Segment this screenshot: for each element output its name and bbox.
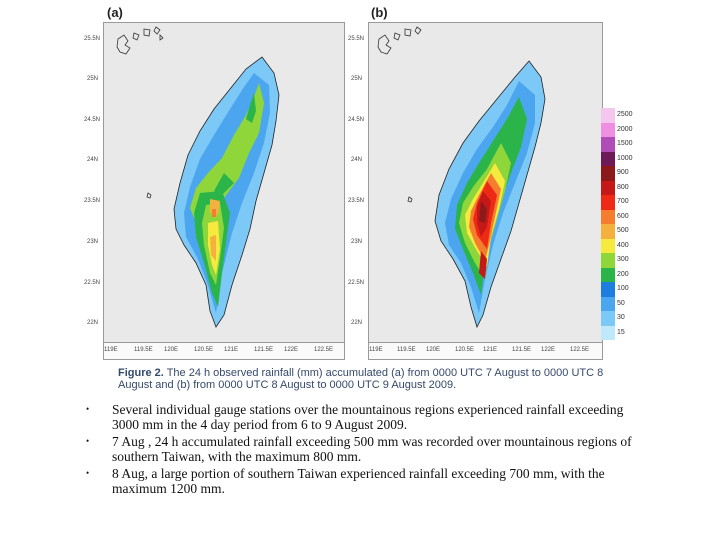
bullet-list: • Several individual gauge stations over …	[82, 402, 652, 498]
taiwan-layer-300	[190, 83, 264, 223]
panel-b-xtick: 121.5E	[512, 347, 532, 353]
taiwan-rainfall-map-a	[116, 26, 280, 328]
penghu-outline	[407, 196, 413, 203]
bullet-dot: •	[86, 436, 90, 446]
legend-label: 2000	[617, 125, 633, 133]
legend-swatch	[601, 166, 615, 181]
legend-swatch	[601, 209, 615, 224]
island-outline	[377, 26, 422, 55]
figure-caption-text: The 24 h observed rainfall (mm) accumula…	[118, 367, 604, 391]
taiwan-outline	[434, 60, 546, 329]
panel-a-label: (a)	[107, 5, 123, 20]
legend-label: 600	[617, 212, 629, 220]
legend-swatch	[601, 282, 615, 297]
legend-swatch	[601, 122, 615, 137]
panel-a-xtick: 120E	[164, 347, 179, 353]
legend-label: 500	[617, 227, 629, 234]
legend-label: 1500	[617, 140, 633, 147]
panel-b-xtick: 119E	[369, 347, 383, 353]
panel-b-xtick: 121E	[483, 347, 498, 353]
panel-a-ytick: 22N	[87, 320, 99, 326]
legend-label: 900	[617, 169, 629, 176]
legend-swatch	[601, 238, 615, 253]
panel-b-xtick: 122E	[541, 347, 556, 353]
panel-a-ytick: 23.5N	[84, 198, 101, 204]
legend-label: 50	[617, 299, 625, 307]
panel-a-xtick: 121.5E	[254, 347, 274, 353]
penghu-outline	[146, 192, 152, 199]
panel-b-xaxis: 119E 119.5E 120E 120.5E 121E 121.5E 122E…	[368, 342, 603, 360]
legend-swatch	[601, 296, 615, 311]
legend-swatch	[601, 137, 615, 152]
legend-label: 100	[617, 285, 629, 292]
panel-b-ytick: 24N	[351, 157, 363, 163]
bullet-dot: •	[86, 468, 90, 478]
list-item: • 8 Aug, a large portion of southern Taiw…	[82, 466, 652, 496]
legend-label: 15	[617, 328, 625, 336]
figure-caption: Figure 2. The 24 h observed rainfall (mm…	[118, 367, 618, 391]
panel-a-ytick: 24.5N	[84, 117, 101, 123]
legend-swatch	[601, 267, 615, 282]
rainfall-map-b	[368, 22, 603, 344]
taiwan-rainfall-map-b	[377, 26, 546, 329]
island-outline	[116, 26, 164, 55]
panel-b-ytick: 25N	[351, 76, 363, 82]
taiwan-layer-800-south	[479, 251, 487, 279]
legend-label: 800	[617, 183, 629, 191]
panel-a-xtick: 119.5E	[134, 347, 153, 353]
rainfall-map-a	[103, 22, 345, 344]
taiwan-layer-500	[210, 199, 220, 261]
bullet-text: 7 Aug , 24 h accumulated rainfall exceed…	[112, 434, 632, 464]
taiwan-layer-900	[479, 201, 487, 223]
legend-swatch	[601, 108, 615, 123]
panel-a-ytick: 22.5N	[84, 280, 101, 286]
panel-b-ytick: 23.5N	[348, 198, 365, 204]
legend-label: 2500	[617, 111, 633, 118]
list-item: • 7 Aug , 24 h accumulated rainfall excee…	[82, 434, 652, 464]
rainfall-color-legend: 2500 2000 1500 1000 900 800 700 600 500 400 300 200…	[601, 108, 633, 340]
legend-swatch	[601, 151, 615, 166]
panel-b-ytick: 25.5N	[348, 36, 365, 42]
legend-swatch	[601, 195, 615, 210]
legend-label: 200	[617, 270, 629, 278]
legend-label: 400	[617, 241, 629, 249]
panel-b-xtick: 119.5E	[397, 347, 416, 353]
legend-label: 300	[617, 256, 629, 263]
panel-a-xtick: 121E	[224, 347, 239, 353]
panel-a-ytick: 25.5N	[84, 36, 101, 42]
panel-b-xtick: 120E	[426, 347, 441, 353]
legend-swatch	[601, 253, 615, 268]
taiwan-layer-600	[212, 209, 216, 217]
bullet-text: 8 Aug, a large portion of southern Taiwa…	[112, 466, 605, 496]
legend-swatch	[601, 311, 615, 326]
panel-a-xaxis: 119E 119.5E 120E 120.5E 121E 121.5E 122E…	[103, 342, 345, 360]
panel-b-ytick: 24.5N	[348, 117, 365, 123]
legend-swatch	[601, 325, 615, 340]
panel-b-ytick: 22N	[351, 320, 363, 326]
bullet-text: Several individual gauge stations over t…	[112, 402, 624, 432]
panel-a-xtick: 122E	[284, 347, 299, 353]
panel-a-xtick: 119E	[104, 347, 118, 353]
panel-b-xtick: 122.5E	[570, 347, 590, 353]
panel-b-label: (b)	[371, 5, 388, 20]
panel-b-xtick: 120.5E	[455, 347, 475, 353]
list-item: • Several individual gauge stations over …	[82, 402, 652, 432]
panel-a-xtick: 122.5E	[314, 347, 334, 353]
panel-b-ytick: 23N	[351, 239, 363, 245]
taiwan-outline	[173, 56, 280, 328]
panel-b-ytick: 22.5N	[348, 280, 365, 286]
legend-label: 700	[617, 198, 629, 205]
panel-a-ytick: 23N	[87, 239, 99, 245]
legend-swatch	[601, 180, 615, 195]
panel-a-ytick: 24N	[87, 157, 99, 163]
legend-swatch	[601, 224, 615, 239]
taiwan-layer-200	[214, 93, 256, 195]
legend-label: 1000	[617, 154, 633, 162]
figure-label: Figure 2.	[118, 367, 164, 379]
panel-a-ytick: 25N	[87, 76, 99, 82]
panel-a-xtick: 120.5E	[194, 347, 214, 353]
bullet-dot: •	[86, 404, 90, 414]
legend-label: 30	[617, 314, 625, 321]
